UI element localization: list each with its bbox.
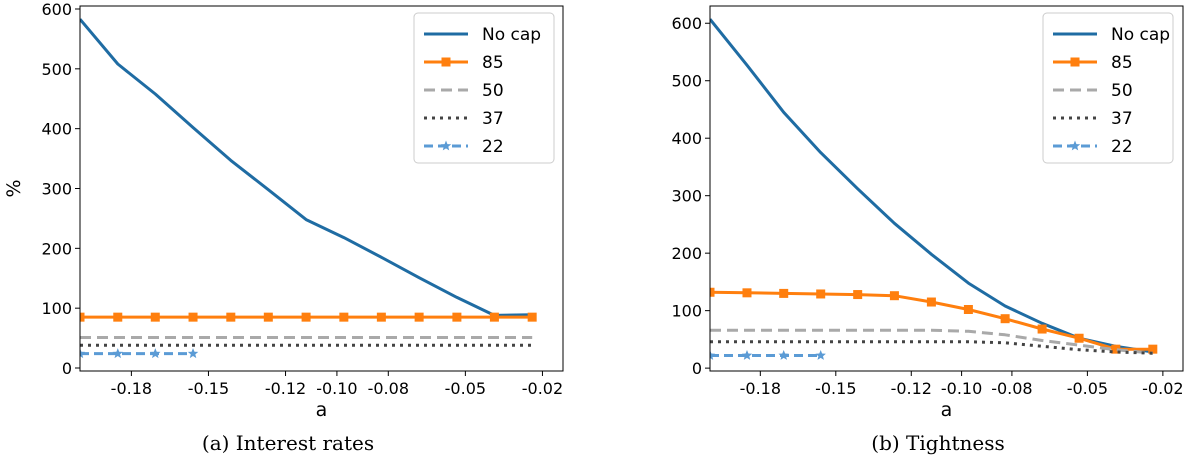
data-point-85 [527,312,537,322]
data-point-85 [113,312,123,322]
data-point-85 [489,312,499,322]
legend-label: 22 [482,137,504,157]
legend-label: 37 [482,109,504,129]
legend-box [413,12,555,164]
legend-label: 37 [1111,109,1133,129]
data-point-85 [1148,344,1158,354]
x-tick-label: -0.10 [941,379,982,398]
x-tick-label: -0.05 [1067,379,1108,398]
x-tick-label: -0.08 [368,379,409,398]
data-point-22 [150,348,161,359]
data-point-85 [779,288,789,298]
data-point-85 [1000,314,1010,324]
y-tick-label: 400 [41,120,72,139]
data-point-85 [414,312,424,322]
y-tick-label: 600 [671,14,702,33]
y-tick-label: 0 [62,359,72,378]
data-point-85 [742,288,752,298]
y-tick-label: 200 [41,239,72,258]
plot-area [710,18,1158,360]
x-tick-label: -0.02 [1142,379,1183,398]
legend: No cap 85 50 37 22 [1042,12,1174,164]
data-point-85 [150,312,160,322]
axes-frame [709,5,1184,372]
y-tick-label: 500 [41,60,72,79]
data-point-85 [889,291,899,301]
legend-label: 85 [1111,53,1133,73]
data-point-85 [1037,324,1047,334]
panel-caption: (a) Interest rates [202,431,374,455]
y-tick-label: 100 [671,302,702,321]
data-point-85 [263,312,273,322]
legend-marker [1069,140,1081,151]
x-tick-label: -0.15 [188,379,229,398]
legend-box [1042,12,1174,164]
legend-label: 50 [1111,81,1133,101]
legend-marker [440,140,452,151]
data-point-22 [710,350,716,360]
x-tick-label: -0.05 [445,379,486,398]
x-axis-label: a [316,399,328,421]
data-point-22 [741,350,753,360]
y-tick-label: 100 [41,299,72,318]
data-point-85 [376,312,386,322]
chart-panel-b: -0.18 -0.15 -0.12 -0.10 -0.08 -0.05 -0.02 0 100 2… [671,5,1184,455]
legend-marker [1070,57,1080,67]
data-point-85 [452,312,462,322]
y-axis-label: % [3,179,25,197]
data-point-85 [926,297,936,307]
data-point-22 [80,348,86,359]
plot-area [80,18,537,359]
chart-panel-a: -0.18 -0.15 -0.12 -0.10 -0.08 -0.05 -0.02 0 100 2… [3,0,564,455]
data-point-85 [816,289,826,299]
x-tick-label: -0.15 [815,379,856,398]
x-axis-label: a [941,399,953,421]
data-point-85 [853,290,863,300]
data-point-85 [710,287,715,297]
legend-label: 85 [482,53,504,73]
legend-label: No cap [482,25,541,45]
legend-label: 22 [1111,137,1133,157]
x-tick-label: -0.12 [265,379,306,398]
y-tick-label: 200 [671,244,702,263]
data-point-85 [1074,333,1084,343]
data-point-85 [80,312,85,322]
data-point-22 [112,348,123,359]
panel-caption: (b) Tightness [871,431,1004,455]
legend: No cap 85 50 37 22 [413,12,555,164]
legend-label: 50 [482,81,504,101]
data-point-85 [188,312,198,322]
y-tick-label: 300 [671,187,702,206]
legend-marker [441,57,451,67]
y-tick-label: 300 [41,180,72,199]
x-tick-label: -0.02 [522,379,563,398]
series-line-50 [710,328,1153,355]
series-line-37 [710,340,1153,355]
data-point-85 [226,312,236,322]
data-point-85 [1111,344,1121,354]
data-point-85 [301,312,311,322]
series-line-no-cap [80,18,533,317]
x-tick-label: -0.12 [891,379,932,398]
y-tick-label: 500 [671,72,702,91]
data-point-22 [187,348,199,359]
x-tick-label: -0.18 [740,379,781,398]
y-tick-label: 400 [671,129,702,148]
y-tick-label: 0 [692,359,702,378]
data-point-85 [963,304,973,314]
data-point-22 [815,350,826,360]
data-point-85 [339,312,349,322]
x-tick-label: -0.18 [111,379,152,398]
y-tick-label: 600 [41,0,72,19]
x-tick-label: -0.10 [316,379,357,398]
x-tick-label: -0.08 [991,379,1032,398]
data-point-22 [778,350,789,360]
legend-label: No cap [1111,25,1170,45]
